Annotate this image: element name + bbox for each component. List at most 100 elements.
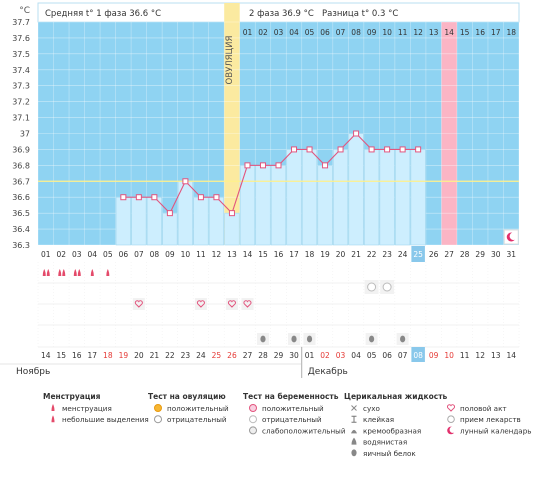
- date-label: 01: [305, 351, 315, 360]
- y-tick-label: 37.1: [12, 114, 30, 123]
- cycle-day-label-top: 12: [413, 28, 423, 37]
- cycle-day-label-top: 13: [429, 28, 439, 37]
- date-label: 04: [351, 351, 361, 360]
- menstruation-heavy-icon: [73, 269, 77, 276]
- temperature-point: [120, 194, 127, 201]
- menstruation-heavy-icon: [77, 269, 81, 276]
- cycle-day-label: 21: [351, 250, 361, 259]
- date-label: 29: [274, 351, 284, 360]
- month-label-december: Декабрь: [308, 367, 348, 377]
- cycle-day-label-top: 10: [382, 28, 392, 37]
- temperature-point: [213, 194, 220, 201]
- date-label: 02: [320, 351, 330, 360]
- cycle-day-label: 14: [243, 250, 253, 259]
- temperature-bar: [395, 149, 411, 246]
- temperature-bar: [333, 149, 349, 246]
- date-label: 28: [258, 351, 268, 360]
- marker-cell: [132, 298, 145, 310]
- temperature-line-segment: [231, 165, 248, 214]
- temperature-point: [151, 194, 158, 201]
- y-tick-label: 36.8: [12, 161, 30, 170]
- today-marker: [411, 246, 425, 262]
- month-label-november: Ноябрь: [16, 367, 50, 377]
- temperature-bar: [162, 212, 178, 246]
- menstruation-light-icon: [51, 415, 55, 423]
- temperature-bar: [301, 149, 318, 246]
- temperature-point: [368, 146, 375, 153]
- intercourse-icon: [243, 300, 252, 308]
- egg-white-icon: [351, 449, 357, 457]
- menstruation-heavy-icon: [42, 269, 46, 276]
- cycle-day-label-top: 07: [336, 28, 346, 37]
- temperature-point: [259, 162, 266, 169]
- menstruation-heavy-icon: [51, 404, 55, 411]
- legend-title: Менструация: [43, 392, 101, 401]
- intercourse-icon: [196, 300, 205, 308]
- temperature-bar: [146, 196, 162, 246]
- y-tick-label: 37.3: [12, 82, 30, 91]
- today-date-marker: [411, 347, 425, 362]
- temperature-bar: [208, 196, 224, 246]
- cycle-day-label: 16: [274, 250, 284, 259]
- menstruation-light-icon: [106, 269, 110, 276]
- cycle-day-label: 27: [444, 250, 454, 259]
- y-tick-label: 36.5: [12, 209, 30, 218]
- temperature-bar: [115, 196, 131, 246]
- temperature-point: [399, 146, 406, 153]
- date-label: 06: [382, 351, 392, 360]
- pregnancy-test-negative-icon: [249, 415, 257, 424]
- y-tick-label: 36.7: [12, 177, 30, 186]
- intercourse-icon: [227, 300, 236, 308]
- cycle-day-label-top: 02: [258, 28, 268, 37]
- menstruation-heavy-icon: [46, 269, 50, 276]
- temperature-point: [197, 194, 204, 201]
- creamy-icon: [351, 429, 357, 434]
- menstruation-light-icon: [90, 269, 94, 276]
- date-label: 13: [491, 351, 501, 360]
- date-label: 19: [119, 351, 129, 360]
- legend-label: отрицательный: [262, 415, 322, 424]
- ovulation-column: [224, 3, 240, 245]
- temperature-point: [384, 146, 391, 153]
- ovulation-label: ОВУЛЯЦИЯ: [225, 35, 235, 84]
- y-tick-label: 36.3: [12, 241, 30, 250]
- date-label: 24: [196, 351, 206, 360]
- cycle-day-label: 02: [57, 250, 67, 259]
- y-tick-label: 37.2: [12, 98, 30, 107]
- legend-label: яичный белок: [363, 449, 416, 458]
- y-tick-label: 36.9: [12, 145, 30, 154]
- cycle-day-label: 12: [212, 250, 222, 259]
- y-unit-label: °C: [19, 6, 30, 16]
- legend-label: небольшие выделения: [62, 415, 149, 424]
- cycle-day-label: 17: [289, 250, 299, 259]
- date-label: 03: [336, 351, 346, 360]
- egg-white-icon: [291, 335, 297, 343]
- pregnancy-test-weak-icon: [249, 426, 257, 435]
- marker-cell: [241, 298, 254, 310]
- cycle-day-label: 08: [150, 250, 160, 259]
- y-tick-label: 37.5: [12, 50, 30, 59]
- temperature-point: [415, 146, 422, 153]
- temperature-bar: [193, 196, 209, 246]
- cycle-day-label: 10: [181, 250, 191, 259]
- temperature-point: [244, 162, 251, 169]
- phase1-average: Средняя t° 1 фаза 36.6 °C: [45, 9, 161, 19]
- ovulation-test-positive-icon: [154, 404, 162, 412]
- cycle-day-label: 25: [413, 250, 423, 259]
- cycle-day-label-top: 18: [506, 28, 516, 37]
- date-label: 17: [88, 351, 98, 360]
- cycle-day-label: 23: [382, 250, 392, 259]
- date-label: 12: [475, 351, 485, 360]
- date-label: 30: [289, 351, 299, 360]
- egg-white-icon: [400, 335, 406, 343]
- cycle-day-label-top: 08: [351, 28, 361, 37]
- temperature-point: [275, 162, 282, 169]
- temperature-point: [322, 162, 329, 169]
- date-label: 20: [134, 351, 144, 360]
- date-label: 11: [460, 351, 470, 360]
- legend-label: лунный календарь: [460, 426, 532, 435]
- date-label: 25: [212, 351, 222, 360]
- temperature-point: [353, 130, 360, 137]
- temperature-difference: Разница t° 0.3 °C: [322, 9, 398, 19]
- temperature-point: [228, 210, 235, 217]
